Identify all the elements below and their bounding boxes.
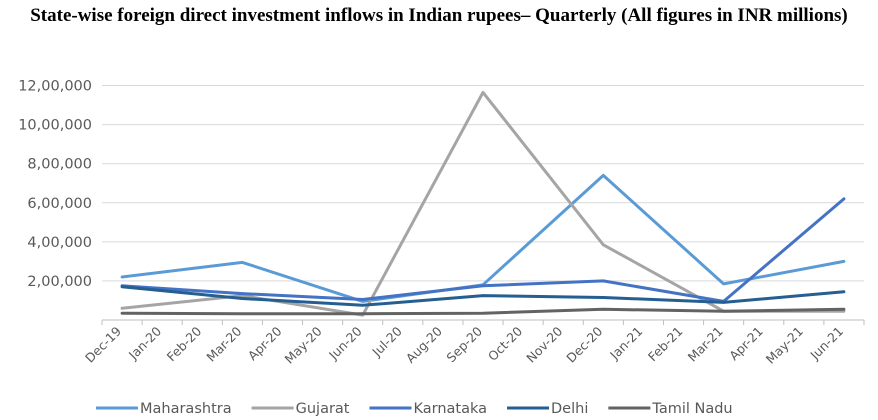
x-tick-label: Feb-21 (645, 324, 686, 365)
y-tick-label: 4,00,000 (27, 235, 92, 251)
legend-label: Gujarat (296, 401, 350, 417)
x-tick-label: Aug-20 (403, 323, 445, 365)
legend-label: Karnataka (413, 401, 487, 417)
x-tick-label: Jan-20 (125, 323, 164, 362)
legend: Maharashtra Gujarat Karnataka Delhi Tamil Na… (96, 401, 733, 417)
legend-label: Maharashtra (140, 401, 232, 417)
x-tick-label: Apr-21 (726, 324, 766, 364)
x-tick-label: Dec-19 (82, 323, 124, 365)
gridlines (102, 85, 864, 282)
legend-label: Delhi (551, 401, 588, 417)
series-line-delhi (120, 285, 846, 307)
x-tick-label: Jul-20 (368, 323, 404, 359)
x-tick-label: Sep-20 (443, 323, 485, 365)
x-tick-label: Nov-20 (523, 323, 565, 365)
x-tick-label: Dec-20 (563, 323, 605, 365)
series-line-tamil-nadu (120, 307, 846, 316)
y-tick-label: 12,00,000 (18, 79, 92, 95)
x-tick-label: May-21 (763, 324, 806, 367)
chart-title: State-wise foreign direct investment inf… (30, 5, 848, 26)
x-tick-label: Mar-20 (203, 323, 244, 364)
y-tick-label: 6,00,000 (27, 196, 92, 212)
series-line-maharashtra (120, 173, 846, 303)
series-line-karnataka (120, 197, 846, 303)
x-tick-label: May-20 (282, 323, 325, 366)
x-tick-label: Apr-20 (245, 323, 285, 363)
x-tick-label: Jun-21 (807, 324, 847, 364)
y-axis-ticks: 2,00,000 4,00,000 6,00,000 8,00,000 10,00,00… (18, 79, 92, 290)
x-tick-label: Jun-20 (325, 323, 365, 363)
y-tick-label: 10,00,000 (18, 118, 92, 134)
series-lines (120, 90, 846, 317)
x-tick-label: Oct-20 (485, 323, 525, 363)
x-tick-label: Jan-21 (606, 324, 645, 363)
legend-label: Tamil Nadu (651, 401, 732, 417)
y-tick-label: 2,00,000 (27, 274, 92, 290)
x-tick-label: Mar-21 (685, 324, 726, 365)
x-tick-label: Feb-20 (164, 323, 205, 364)
y-tick-label: 8,00,000 (27, 157, 92, 173)
